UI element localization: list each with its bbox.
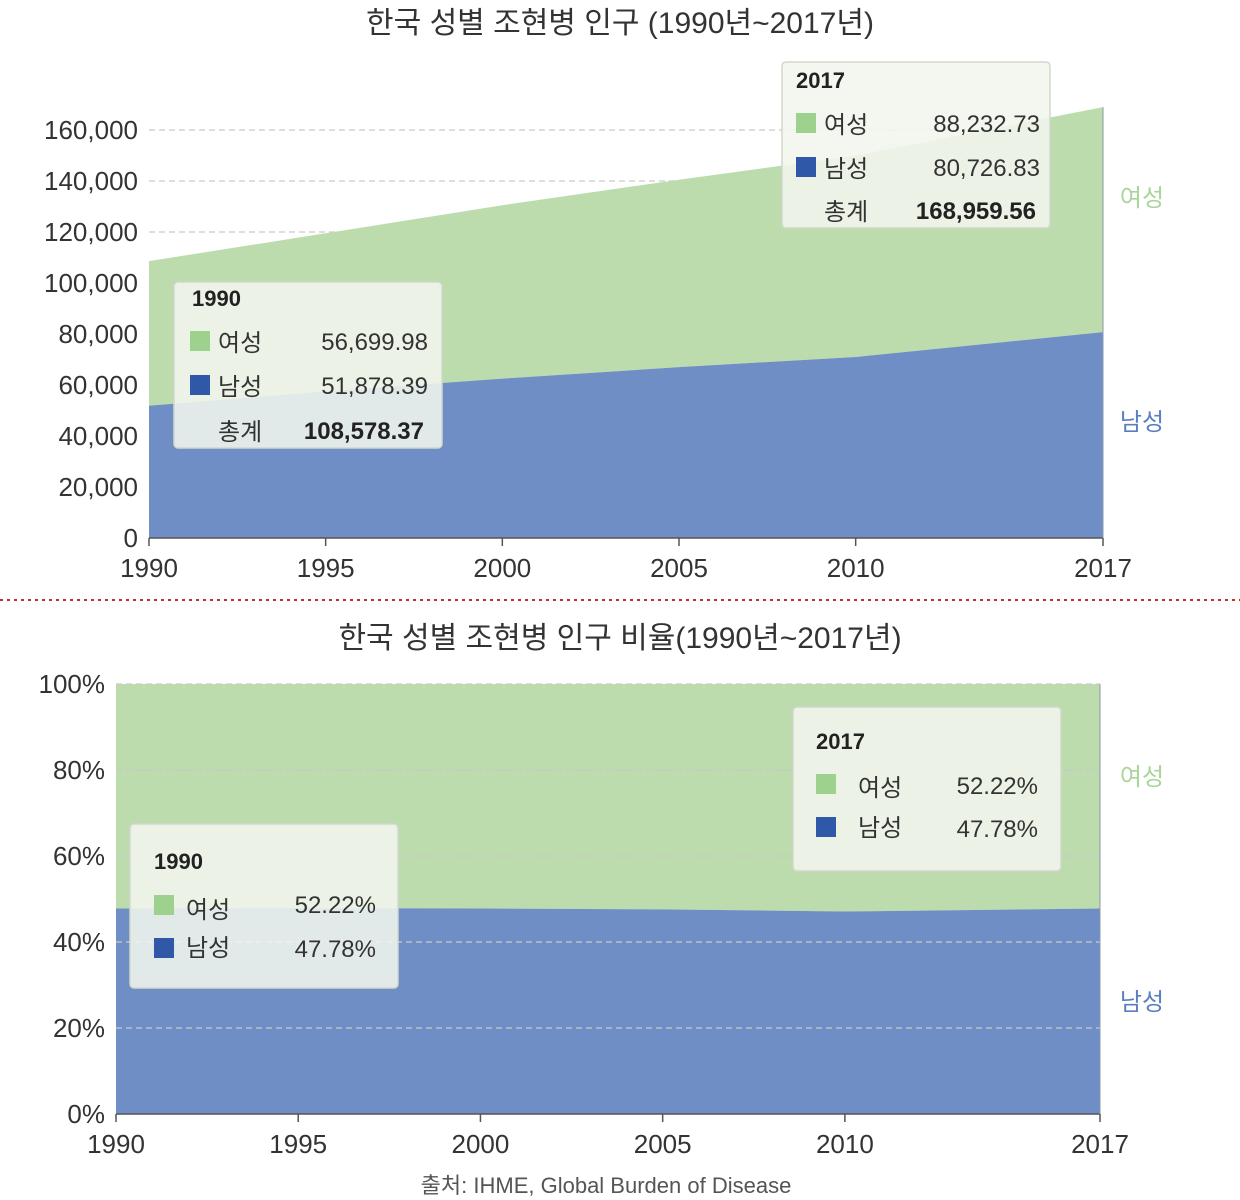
y-tick-label: 40,000 <box>58 421 138 451</box>
tooltip-total-label: 총계 <box>824 199 868 226</box>
female-swatch <box>190 331 210 351</box>
male-series-label: 남성 <box>1120 989 1164 1016</box>
x-tick-label: 1995 <box>269 1129 327 1159</box>
tooltip-total-value: 108,578.37 <box>304 418 424 445</box>
tooltip-female-label: 여성 <box>824 112 868 139</box>
tooltip-total-value: 168,959.56 <box>916 198 1036 225</box>
tooltip-male-label: 남성 <box>218 374 262 401</box>
x-tick-label: 2017 <box>1074 553 1132 583</box>
y-tick-label: 140,000 <box>44 166 138 196</box>
tooltip-year: 1990 <box>192 286 241 311</box>
y-tick-label: 100% <box>39 669 106 699</box>
female-swatch <box>796 113 816 133</box>
female-series-label: 여성 <box>1120 185 1164 212</box>
tooltip-male-label: 남성 <box>186 935 230 962</box>
x-tick-label: 2010 <box>827 553 885 583</box>
male-swatch <box>796 157 816 177</box>
tooltip-male-value: 80,726.83 <box>933 155 1040 182</box>
tooltip-female-value: 56,699.98 <box>321 329 428 356</box>
tooltip-male-value: 47.78% <box>957 816 1038 843</box>
tooltip-total-label: 총계 <box>218 419 262 446</box>
tooltip-male-label: 남성 <box>824 156 868 183</box>
x-tick-label: 2005 <box>650 553 708 583</box>
x-tick-label: 2017 <box>1071 1129 1129 1159</box>
female-series-label: 여성 <box>1120 764 1164 791</box>
tooltip-female-value: 52.22% <box>957 773 1038 800</box>
tooltip-1990: 1990 여성 56,699.98 남성 51,878.39 총계 108,57… <box>173 281 443 449</box>
tooltip-2017: 2017 여성 52.22% 남성 47.78% <box>792 706 1062 872</box>
y-tick-label: 0 <box>124 523 138 553</box>
y-tick-label: 20,000 <box>58 472 138 502</box>
y-tick-label: 160,000 <box>44 115 138 145</box>
chart-title: 한국 성별 조현병 인구 (1990년~2017년) <box>366 7 874 40</box>
chart-title: 한국 성별 조현병 인구 비율(1990년~2017년) <box>338 622 901 655</box>
tooltip-female-value: 88,232.73 <box>933 111 1040 138</box>
male-swatch <box>816 817 836 837</box>
female-swatch <box>816 774 836 794</box>
x-tick-label: 1990 <box>87 1129 145 1159</box>
male-area <box>149 332 1103 538</box>
y-tick-label: 120,000 <box>44 217 138 247</box>
tooltip-female-label: 여성 <box>186 897 230 924</box>
ratio-chart: 한국 성별 조현병 인구 비율(1990년~2017년) 0% 20% 40% 60%… <box>39 622 1165 1159</box>
tooltip-female-label: 여성 <box>858 775 902 802</box>
tooltip-year: 2017 <box>796 68 845 93</box>
male-series-label: 남성 <box>1120 409 1164 436</box>
tooltip-male-value: 51,878.39 <box>321 373 428 400</box>
x-tick-label: 2000 <box>452 1129 510 1159</box>
x-tick-label: 1995 <box>297 553 355 583</box>
tooltip-2017: 2017 여성 88,232.73 남성 80,726.83 총계 168,95… <box>781 61 1051 229</box>
y-tick-label: 60,000 <box>58 370 138 400</box>
male-swatch <box>190 375 210 395</box>
x-tick-label: 2010 <box>816 1129 874 1159</box>
tooltip-male-value: 47.78% <box>295 936 376 963</box>
tooltip-male-label: 남성 <box>858 815 902 842</box>
y-tick-label: 40% <box>53 927 105 957</box>
y-tick-label: 0% <box>67 1099 105 1129</box>
population-chart: 한국 성별 조현병 인구 (1990년~2017년) 0 20,000 40,000… <box>44 7 1164 583</box>
female-swatch <box>154 895 174 915</box>
male-swatch <box>154 938 174 958</box>
tooltip-1990: 1990 여성 52.22% 남성 47.78% <box>129 823 399 989</box>
y-tick-label: 80% <box>53 755 105 785</box>
source-note: 출처: IHME, Global Burden of Disease <box>421 1173 792 1198</box>
tooltip-year: 1990 <box>154 849 203 874</box>
x-tick-label: 1990 <box>120 553 178 583</box>
x-tick-label: 2000 <box>473 553 531 583</box>
x-tick-label: 2005 <box>634 1129 692 1159</box>
tooltip-female-label: 여성 <box>218 330 262 357</box>
y-tick-label: 100,000 <box>44 268 138 298</box>
y-tick-label: 80,000 <box>58 319 138 349</box>
tooltip-female-value: 52.22% <box>295 892 376 919</box>
y-tick-label: 20% <box>53 1013 105 1043</box>
tooltip-year: 2017 <box>816 729 865 754</box>
y-tick-label: 60% <box>53 841 105 871</box>
